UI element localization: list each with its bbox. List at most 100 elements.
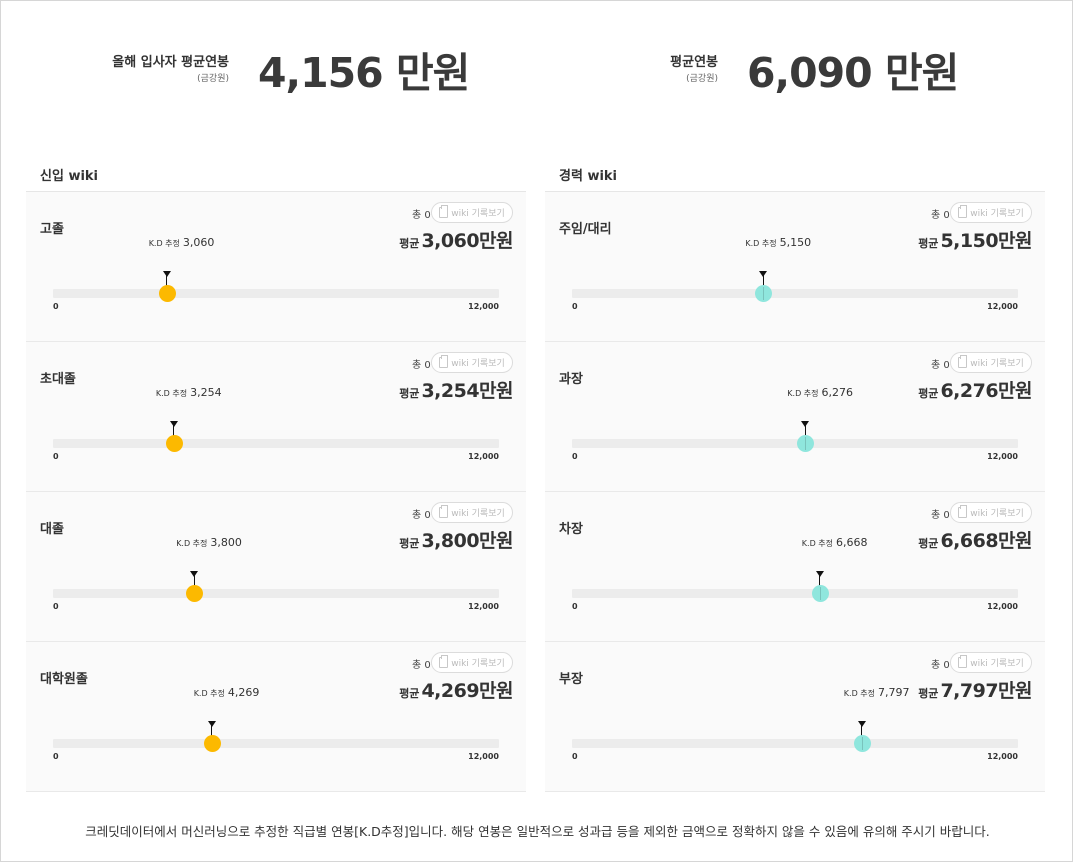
average-salary: 평균 6,668만원 — [918, 526, 1032, 553]
new-hire-card: 대졸 총 0건 wiki 기록보기 평균 3,800만원 0 12,000 K.D 추정 3,8… — [26, 492, 526, 642]
average-label: 평균 — [399, 687, 420, 700]
wiki-records-button-label: wiki 기록보기 — [970, 659, 1024, 669]
average-label: 평균 — [918, 687, 939, 700]
record-count: 총 0건 — [931, 510, 959, 521]
position-name: 초대졸 — [40, 372, 76, 387]
kd-estimate-dot — [853, 735, 871, 752]
kd-estimate-tag: K.D 추정 — [843, 689, 876, 698]
kd-estimate-label: K.D 추정 5,150 — [745, 236, 811, 249]
kd-estimate-value: 4,269 — [227, 686, 260, 699]
average-value: 3,800만원 — [421, 530, 513, 552]
scale-max-label: 12,000 — [987, 452, 1018, 461]
career-wiki-title: 경력 wiki — [545, 156, 1045, 192]
average-salary: 평균 3,800만원 — [399, 526, 513, 553]
salary-scale-track — [53, 589, 499, 598]
wiki-records-button[interactable]: wiki 기록보기 — [431, 352, 513, 373]
kd-estimate-tag: K.D 추정 — [801, 539, 834, 548]
clipboard-icon — [439, 205, 449, 218]
salary-scale-track — [53, 289, 499, 298]
position-name: 부장 — [559, 672, 583, 687]
average-value: 3,060만원 — [421, 230, 513, 252]
triangle-pointer-icon — [857, 721, 866, 727]
new-hire-salary-label-group: 올해 입사자 평균연봉 (금강원) — [1, 51, 229, 84]
scale-min-label: 0 — [572, 752, 578, 761]
kd-estimate-value: 6,668 — [836, 536, 868, 549]
kd-estimate-dot — [811, 585, 829, 602]
average-salary: 평균 3,254만원 — [399, 376, 513, 403]
record-count: 총 0건 — [931, 660, 959, 671]
kd-estimate-tag: K.D 추정 — [787, 389, 819, 398]
average-value: 6,668만원 — [940, 530, 1032, 552]
position-name: 차장 — [559, 522, 583, 537]
triangle-pointer-icon — [815, 571, 824, 577]
average-salary-sublabel: (금강원) — [686, 74, 718, 84]
clipboard-icon — [958, 355, 968, 368]
kd-estimate-label: K.D 추정 6,276 — [787, 386, 853, 399]
career-card: 부장 총 0건 wiki 기록보기 평균 7,797만원 0 12,000 K.D 추정 7,7… — [545, 642, 1045, 792]
wiki-records-button[interactable]: wiki 기록보기 — [431, 202, 513, 223]
kd-estimate-label: K.D 추정 7,797 — [844, 686, 910, 699]
average-salary-value: 6,090 만원 — [747, 49, 959, 97]
average-salary: 평균 4,269만원 — [399, 676, 513, 703]
record-count: 총 0건 — [931, 210, 959, 221]
record-count: 총 0건 — [931, 360, 959, 371]
kd-estimate-label: K.D 추정 3,254 — [156, 386, 222, 399]
record-count: 총 0건 — [412, 360, 440, 371]
scale-max-label: 12,000 — [468, 452, 499, 461]
new-hire-salary-value: 4,156 만원 — [258, 49, 470, 97]
average-label: 평균 — [918, 237, 939, 250]
wiki-records-button-label: wiki 기록보기 — [451, 359, 505, 369]
wiki-records-button[interactable]: wiki 기록보기 — [431, 652, 513, 673]
kd-estimate-label: K.D 추정 3,800 — [176, 536, 242, 549]
kd-estimate-value: 5,150 — [779, 236, 812, 249]
salary-scale-track — [572, 289, 1018, 298]
clipboard-icon — [958, 655, 968, 668]
clipboard-icon — [439, 655, 449, 668]
new-hire-card: 고졸 총 0건 wiki 기록보기 평균 3,060만원 0 12,000 K.D 추정 3,0… — [26, 192, 526, 342]
salary-scale-track — [53, 739, 499, 748]
wiki-records-button-label: wiki 기록보기 — [970, 209, 1024, 219]
triangle-pointer-icon — [207, 721, 216, 727]
average-value: 6,276만원 — [940, 380, 1032, 402]
wiki-records-button[interactable]: wiki 기록보기 — [950, 202, 1032, 223]
average-value: 3,254만원 — [421, 380, 513, 402]
position-name: 주임/대리 — [559, 222, 612, 237]
marker-stem — [166, 275, 168, 287]
salary-scale-track — [572, 439, 1018, 448]
scale-max-label: 12,000 — [468, 302, 499, 311]
triangle-pointer-icon — [759, 271, 768, 277]
kd-estimate-dot — [186, 585, 204, 602]
wiki-records-button[interactable]: wiki 기록보기 — [950, 352, 1032, 373]
record-count: 총 0건 — [412, 210, 440, 221]
scale-min-label: 0 — [572, 602, 578, 611]
scale-max-label: 12,000 — [468, 752, 499, 761]
scale-max-label: 12,000 — [468, 602, 499, 611]
marker-stem — [762, 275, 764, 287]
salary-scale-track — [572, 739, 1018, 748]
kd-estimate-value: 3,060 — [182, 236, 215, 249]
clipboard-icon — [958, 205, 968, 218]
average-salary: 평균 7,797만원 — [918, 676, 1032, 703]
scale-min-label: 0 — [53, 602, 59, 611]
triangle-pointer-icon — [190, 571, 199, 577]
wiki-records-button[interactable]: wiki 기록보기 — [431, 502, 513, 523]
wiki-records-button-label: wiki 기록보기 — [451, 659, 505, 669]
wiki-records-button[interactable]: wiki 기록보기 — [950, 502, 1032, 523]
kd-estimate-value: 3,800 — [210, 536, 242, 549]
kd-estimate-dot — [158, 285, 176, 302]
marker-stem — [193, 575, 195, 587]
career-card: 주임/대리 총 0건 wiki 기록보기 평균 5,150만원 0 12,000 K.D 추정… — [545, 192, 1045, 342]
position-name: 과장 — [559, 372, 583, 387]
record-count: 총 0건 — [412, 510, 440, 521]
kd-estimate-tag: K.D 추정 — [193, 689, 225, 698]
clipboard-icon — [958, 505, 968, 518]
scale-min-label: 0 — [53, 752, 59, 761]
new-hire-salary-sublabel: (금강원) — [197, 74, 229, 84]
clipboard-icon — [439, 355, 449, 368]
kd-estimate-value: 7,797 — [878, 686, 910, 699]
kd-estimate-tag: K.D 추정 — [155, 389, 188, 398]
average-label: 평균 — [399, 387, 420, 400]
wiki-records-button[interactable]: wiki 기록보기 — [950, 652, 1032, 673]
career-card: 과장 총 0건 wiki 기록보기 평균 6,276만원 0 12,000 K.D 추정 6,2… — [545, 342, 1045, 492]
